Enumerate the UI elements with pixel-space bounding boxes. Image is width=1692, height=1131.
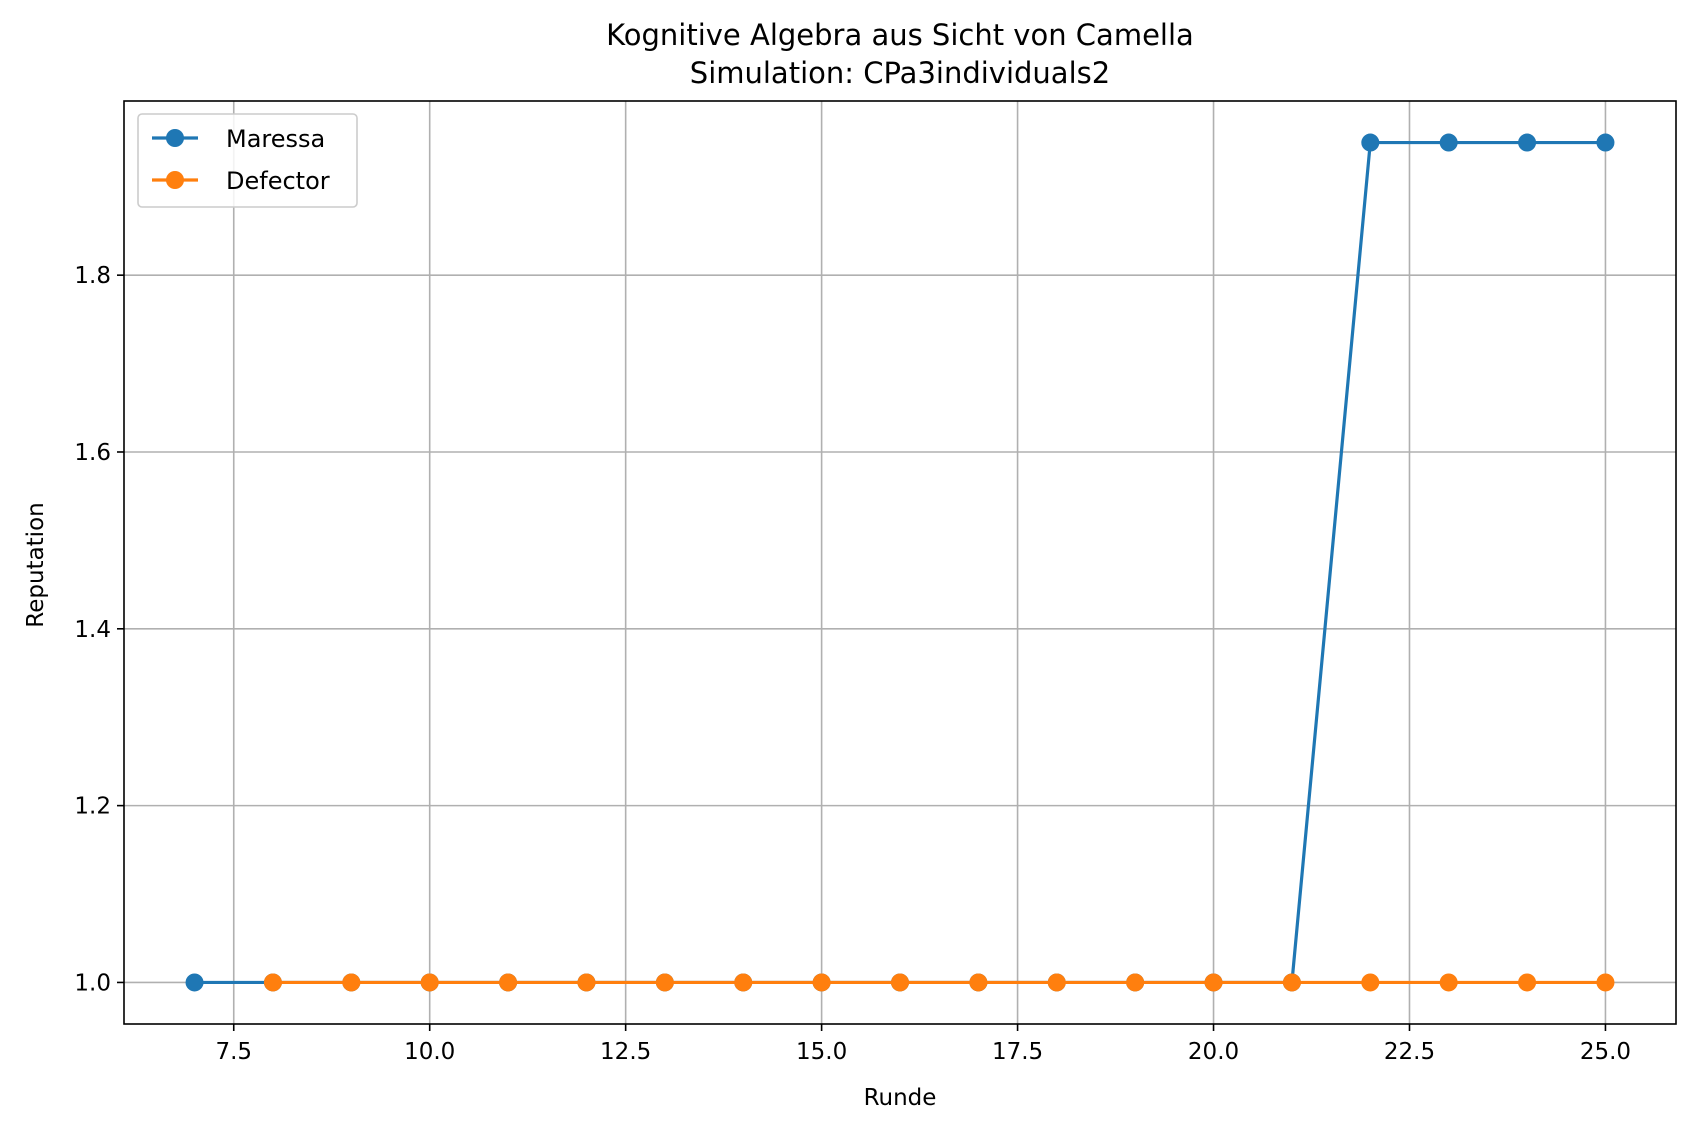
data-point-maressa (1518, 133, 1537, 152)
data-point-defector (891, 973, 909, 992)
x-tick-label: 7.5 (215, 1039, 252, 1065)
data-point-defector (1439, 973, 1458, 992)
data-point-defector (577, 973, 596, 992)
x-tick-label: 25.0 (1580, 1039, 1631, 1065)
y-tick-label: 1.8 (74, 263, 111, 289)
chart-title: Kognitive Algebra aus Sicht von Camella (606, 18, 1194, 52)
data-point-defector (969, 973, 988, 992)
data-point-maressa (1596, 133, 1615, 152)
series-lines (185, 133, 1615, 992)
x-tick-label: 15.0 (796, 1039, 847, 1065)
y-tick-label: 1.2 (74, 794, 111, 820)
data-point-defector (1596, 973, 1615, 992)
data-point-defector (499, 973, 518, 992)
y-tick-label: 1.4 (74, 617, 111, 643)
plot-area-frame (123, 100, 1677, 1025)
data-point-maressa (1439, 133, 1458, 152)
data-point-defector (1282, 973, 1301, 992)
x-tick-label: 12.5 (600, 1039, 651, 1065)
series-defector (263, 973, 1615, 992)
x-tick-label: 17.5 (992, 1039, 1043, 1065)
y-tick-label: 1.6 (74, 440, 111, 466)
legend: Maressa Defector (137, 113, 358, 208)
data-point-maressa (185, 973, 204, 992)
data-point-defector (1047, 973, 1066, 992)
legend-label-maressa: Maressa (226, 125, 325, 153)
legend-marker-maressa (166, 129, 184, 147)
x-tick-label: 10.0 (404, 1039, 455, 1065)
y-axis-label: Reputation (23, 502, 49, 627)
data-point-defector (1361, 973, 1380, 992)
data-point-defector (1204, 973, 1223, 992)
data-point-defector (734, 973, 753, 992)
legend-marker-defector (166, 171, 184, 189)
data-point-defector (1126, 973, 1145, 992)
data-point-defector (812, 973, 831, 992)
data-point-maressa (1361, 133, 1380, 152)
data-point-defector (655, 973, 674, 992)
x-tick-label: 20.0 (1188, 1039, 1239, 1065)
x-axis-label: Runde (864, 1085, 937, 1111)
legend-label-defector: Defector (226, 167, 330, 195)
data-point-defector (420, 973, 439, 992)
data-point-defector (1518, 973, 1537, 992)
axis-ticks: 7.5 10.0 12.5 15.0 17.5 20.0 22.5 25.0 1.0 1.2 1.4… (74, 263, 1631, 1065)
data-point-defector (263, 973, 282, 992)
data-point-defector (342, 973, 361, 992)
chart-subtitle: Simulation: CPa3individuals2 (690, 56, 1110, 90)
y-tick-label: 1.0 (74, 970, 111, 996)
x-tick-label: 22.5 (1384, 1039, 1435, 1065)
